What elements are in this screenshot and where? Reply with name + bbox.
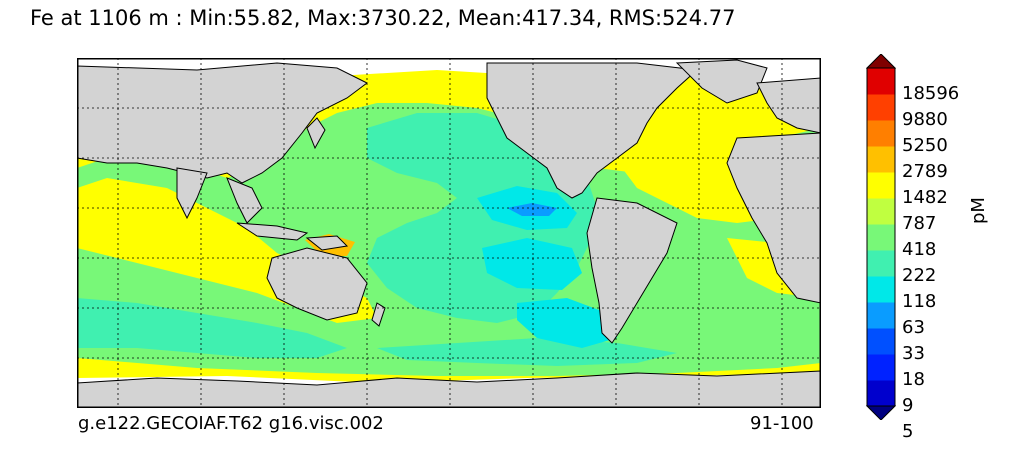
colorbar-tick-label: 33 bbox=[902, 343, 925, 364]
colorbar-segment bbox=[867, 380, 895, 407]
colorbar-segment bbox=[867, 224, 895, 251]
colorbar-segment bbox=[867, 302, 895, 329]
colorbar-segment bbox=[867, 172, 895, 199]
year-range-label: 91-100 bbox=[750, 413, 814, 434]
land-south-america bbox=[586, 197, 678, 344]
colorbar-tick-label: 2789 bbox=[902, 161, 948, 182]
land-indonesia bbox=[236, 222, 309, 241]
colorbar-frame bbox=[866, 67, 896, 407]
colorbar-segment bbox=[867, 68, 895, 95]
graticule bbox=[77, 58, 821, 408]
land-greenland bbox=[675, 59, 768, 104]
colorbar-segment bbox=[867, 328, 895, 355]
colorbar-extend-max bbox=[866, 54, 896, 69]
land-southeast-asia bbox=[226, 177, 263, 224]
land-antarctica bbox=[77, 370, 821, 408]
colorbar-segment bbox=[867, 276, 895, 303]
colorbar-tick-label: 5 bbox=[902, 421, 914, 442]
colorbar bbox=[866, 54, 896, 420]
colorbar-segment bbox=[867, 94, 895, 121]
colorbar-tick-label: 18 bbox=[902, 369, 925, 390]
colorbar-tick-label: 118 bbox=[902, 291, 937, 312]
land-new-guinea bbox=[305, 235, 349, 251]
colorbar-tick-label: 5250 bbox=[902, 135, 948, 156]
colorbar-tick-label: 9880 bbox=[902, 109, 948, 130]
colorbar-segment bbox=[867, 146, 895, 173]
colorbar-segment bbox=[867, 198, 895, 225]
land-masses bbox=[77, 59, 821, 408]
land-europe bbox=[756, 77, 821, 134]
cyan-southeast-pacific bbox=[517, 298, 617, 348]
aqua-south-indian bbox=[77, 298, 347, 358]
colorbar-segment bbox=[867, 354, 895, 381]
colorbar-tick-label: 18596 bbox=[902, 83, 960, 104]
land-asia bbox=[77, 62, 368, 184]
world-map bbox=[77, 58, 821, 408]
colorbar-tick-label: 418 bbox=[902, 239, 937, 260]
colorbar-tick-label: 222 bbox=[902, 265, 937, 286]
blue-min-patch bbox=[507, 203, 557, 216]
land-australia bbox=[266, 247, 368, 321]
plot-title: Fe at 1106 m : Min:55.82, Max:3730.22, M… bbox=[30, 6, 736, 30]
land-new-zealand bbox=[371, 302, 386, 327]
colorbar-unit: pM bbox=[968, 197, 989, 224]
colorbar-tick-label: 9 bbox=[902, 395, 914, 416]
colorbar-segment bbox=[867, 120, 895, 147]
run-id-label: g.e122.GECOIAF.T62 g16.visc.002 bbox=[78, 413, 384, 434]
colorbar-tick-label: 787 bbox=[902, 213, 937, 234]
map-frame bbox=[77, 58, 821, 408]
cyan-south-pacific bbox=[482, 238, 582, 290]
colorbar-tick-label: 63 bbox=[902, 317, 925, 338]
land-japan bbox=[306, 117, 326, 150]
colorbar-tick-label: 1482 bbox=[902, 187, 948, 208]
colorbar-segment bbox=[867, 250, 895, 277]
aqua-south-pacific bbox=[377, 338, 677, 366]
colorbar-extend-min bbox=[866, 405, 896, 420]
land-north-america bbox=[486, 62, 699, 199]
